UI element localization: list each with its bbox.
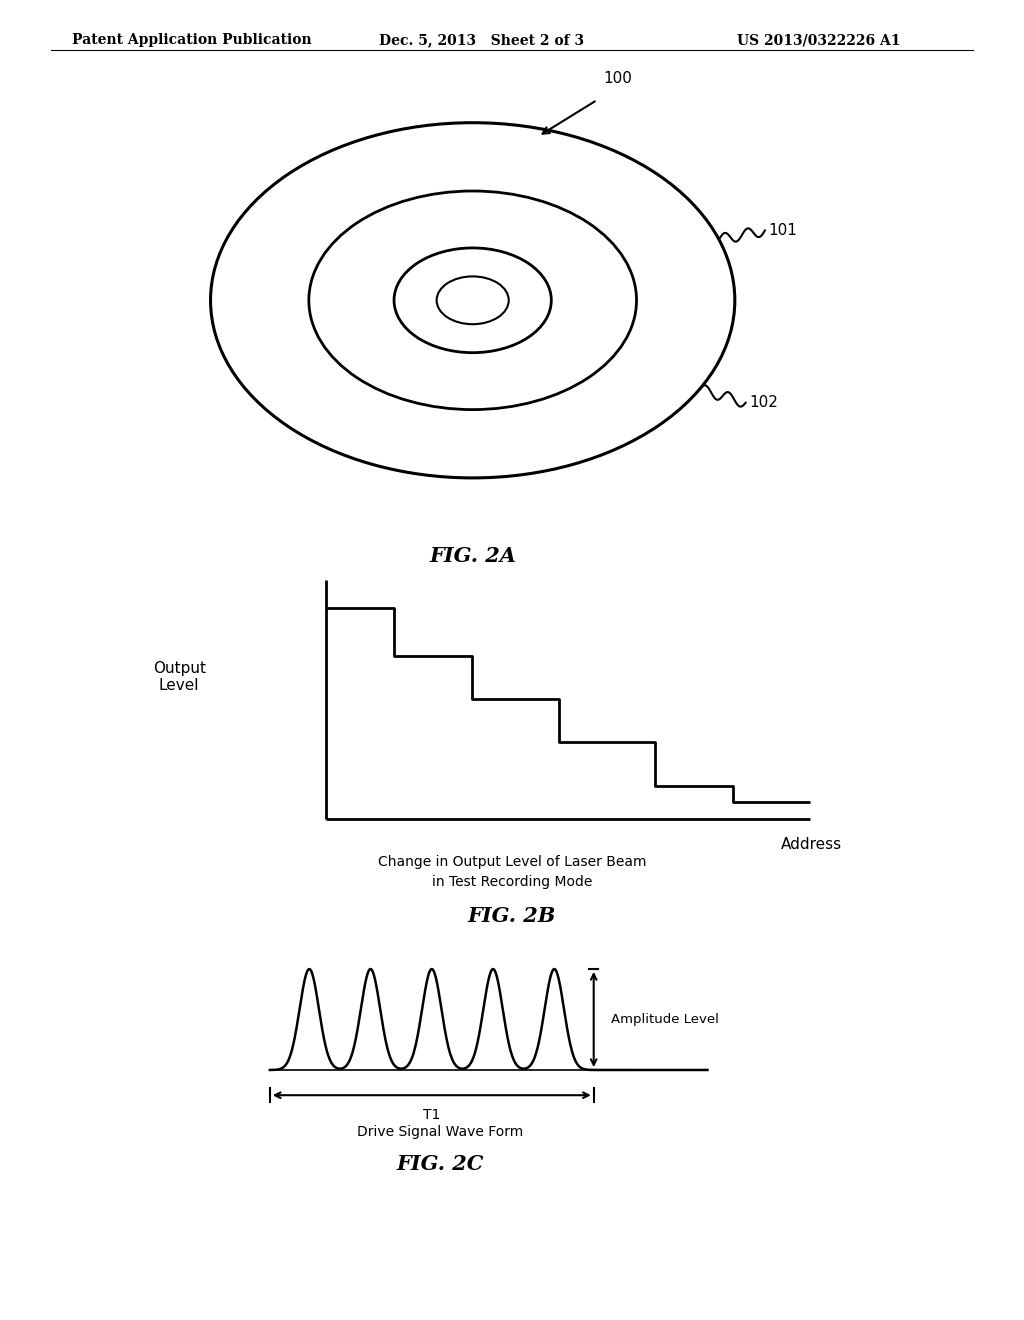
Text: Patent Application Publication: Patent Application Publication bbox=[72, 33, 311, 48]
Text: 102: 102 bbox=[749, 395, 778, 411]
Text: Dec. 5, 2013   Sheet 2 of 3: Dec. 5, 2013 Sheet 2 of 3 bbox=[379, 33, 584, 48]
Text: 100: 100 bbox=[604, 71, 633, 86]
Text: in Test Recording Mode: in Test Recording Mode bbox=[432, 875, 592, 890]
Text: Drive Signal Wave Form: Drive Signal Wave Form bbox=[357, 1125, 523, 1139]
Ellipse shape bbox=[436, 276, 509, 325]
Text: FIG. 2A: FIG. 2A bbox=[429, 546, 516, 566]
Text: 101: 101 bbox=[768, 223, 797, 238]
Text: Change in Output Level of Laser Beam: Change in Output Level of Laser Beam bbox=[378, 855, 646, 870]
Text: FIG. 2C: FIG. 2C bbox=[396, 1154, 484, 1173]
Text: Address: Address bbox=[780, 837, 842, 851]
Text: Output
Level: Output Level bbox=[153, 661, 206, 693]
Text: T1: T1 bbox=[423, 1109, 440, 1122]
Text: US 2013/0322226 A1: US 2013/0322226 A1 bbox=[737, 33, 901, 48]
Text: FIG. 2B: FIG. 2B bbox=[468, 906, 556, 925]
Text: Amplitude Level: Amplitude Level bbox=[611, 1012, 719, 1026]
